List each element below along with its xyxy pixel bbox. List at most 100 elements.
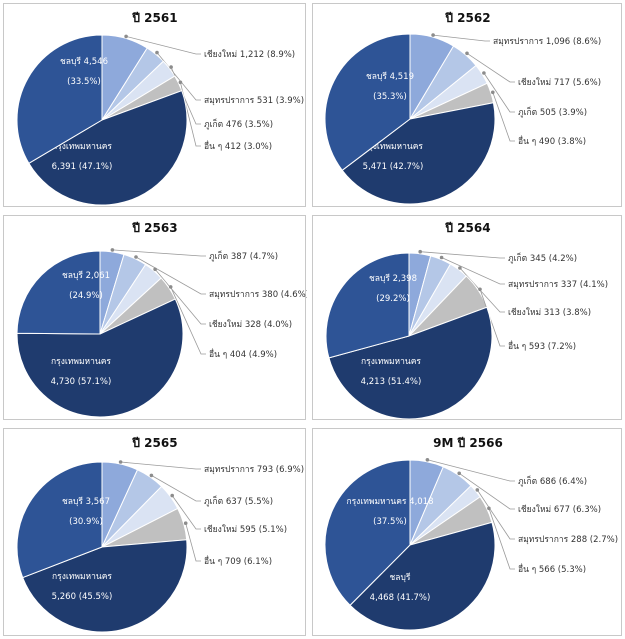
leader-line bbox=[171, 495, 201, 530]
data-label: ภูเก็ต 505 (3.9%) bbox=[518, 106, 587, 118]
chart-title: 9M ปี 2566 bbox=[433, 436, 503, 450]
data-label: ภูเก็ต 476 (3.5%) bbox=[204, 118, 273, 130]
leader-dot bbox=[482, 71, 486, 75]
leader-dot bbox=[425, 458, 430, 462]
data-label: 4,213 (51.4%) bbox=[361, 377, 422, 387]
chart-title: ปี 2561 bbox=[132, 11, 178, 25]
data-label: 6,391 (47.1%) bbox=[52, 162, 113, 172]
pie-chart-2564: ปี 2564 ภูเก็ต 345 (4.2%) สมุทรปราการ 337 … bbox=[325, 221, 608, 420]
pie-slice bbox=[325, 252, 410, 359]
leader-dot bbox=[134, 255, 138, 259]
data-label: เชียงใหม่ 313 (3.8%) bbox=[508, 307, 591, 318]
data-label: 5,260 (45.5%) bbox=[52, 592, 113, 602]
leader-dot bbox=[153, 267, 157, 272]
chart-panel-2566-9m: 9M ปี 2566 ภูเก็ต 686 (6.4%) เชียงใหม่ 677… bbox=[312, 428, 622, 636]
pie-slice bbox=[328, 306, 493, 420]
data-label: เชียงใหม่ 328 (4.0%) bbox=[209, 319, 292, 330]
pie-slice bbox=[324, 33, 411, 171]
data-label: ชลบุรี bbox=[390, 572, 411, 583]
data-label: ชลบุรี 4,519 bbox=[366, 71, 414, 82]
data-label: ชลบุรี 3,567 bbox=[62, 496, 110, 507]
data-label: ชลบุรี 2,061 bbox=[62, 270, 110, 281]
data-label: เชียงใหม่ 1,212 (8.9%) bbox=[204, 49, 295, 60]
leader-dot bbox=[465, 51, 469, 56]
data-label: สมุทรปราการ 380 (4.6%) bbox=[209, 290, 307, 300]
pie-chart-2563: ปี 2563 ภูเก็ต 387 (4.7%) สมุทรปราการ 380 … bbox=[16, 221, 307, 418]
leader-line bbox=[492, 92, 515, 142]
data-label: เชียงใหม่ 677 (6.3%) bbox=[518, 504, 601, 515]
leader-dot bbox=[478, 287, 482, 292]
data-label: ภูเก็ต 387 (4.7%) bbox=[209, 250, 278, 262]
data-label: 4,730 (57.1%) bbox=[51, 377, 112, 387]
data-label: กรุงเทพมหานคร bbox=[52, 572, 112, 582]
leader-dot bbox=[431, 33, 435, 37]
chart-panel-2564: ปี 2564 ภูเก็ต 345 (4.2%) สมุทรปราการ 337 … bbox=[312, 215, 622, 420]
chart-title: ปี 2563 bbox=[132, 221, 178, 235]
data-label: (33.5%) bbox=[67, 77, 101, 87]
pie-chart-2566-9m: 9M ปี 2566 ภูเก็ต 686 (6.4%) เชียงใหม่ 677… bbox=[324, 436, 618, 631]
pie-slice bbox=[28, 90, 188, 206]
leader-dot bbox=[487, 506, 491, 511]
data-label: (24.9%) bbox=[69, 291, 103, 301]
leader-dot bbox=[124, 34, 128, 39]
pie-slice bbox=[16, 461, 103, 579]
pie-slice bbox=[16, 298, 184, 418]
data-label: กรุงเทพมหานคร bbox=[361, 357, 421, 367]
data-label: สมุทรปราการ 337 (4.1%) bbox=[508, 280, 608, 290]
pie-slice bbox=[16, 250, 101, 335]
pie-chart-2562: ปี 2562 สมุทรปราการ 1,096 (8.6%) เชียงใหม่… bbox=[324, 11, 601, 205]
data-label: ชลบุรี 4,546 bbox=[60, 56, 108, 67]
data-label: (29.2%) bbox=[376, 294, 410, 304]
leader-line bbox=[483, 72, 515, 113]
leader-line bbox=[112, 249, 206, 257]
leader-dot bbox=[169, 65, 173, 69]
leader-dot bbox=[118, 460, 123, 464]
chart-title: ปี 2562 bbox=[445, 11, 491, 25]
leader-dot bbox=[475, 488, 480, 492]
data-label: 5,471 (42.7%) bbox=[363, 162, 424, 172]
chart-title: ปี 2565 bbox=[132, 436, 178, 450]
data-label: สมุทรปราการ 1,096 (8.6%) bbox=[493, 37, 601, 47]
leader-line bbox=[126, 36, 201, 55]
leader-line bbox=[420, 251, 505, 259]
data-label: (37.5%) bbox=[373, 517, 407, 527]
data-label: (35.3%) bbox=[373, 92, 407, 102]
leader-line bbox=[120, 461, 201, 470]
leader-line bbox=[185, 523, 201, 562]
chart-panel-2563: ปี 2563 ภูเก็ต 387 (4.7%) สมุทรปราการ 380 … bbox=[3, 215, 307, 420]
data-label: กรุงเทพมหานคร bbox=[363, 142, 423, 152]
data-label: สมุทรปราการ 531 (3.9%) bbox=[204, 96, 304, 106]
data-label: เชียงใหม่ 717 (5.6%) bbox=[518, 77, 601, 88]
data-label: (30.9%) bbox=[69, 517, 103, 527]
data-label: สมุทรปราการ 288 (2.7%) bbox=[518, 535, 618, 545]
leader-dot bbox=[491, 90, 495, 95]
leader-line bbox=[466, 52, 515, 83]
leader-dot bbox=[170, 493, 174, 498]
data-label: กรุงเทพมหานคร bbox=[52, 142, 112, 152]
leader-line bbox=[476, 489, 515, 540]
leader-line bbox=[427, 459, 515, 482]
data-label: กรุงเทพมหานคร 4,018 bbox=[346, 497, 433, 507]
data-label: 4,468 (41.7%) bbox=[370, 593, 431, 603]
leader-dot bbox=[168, 285, 173, 289]
leader-line bbox=[433, 34, 490, 42]
data-label: ภูเก็ต 686 (6.4%) bbox=[518, 475, 587, 487]
leader-dot bbox=[458, 266, 462, 270]
pie-slice bbox=[324, 459, 411, 606]
leader-dot bbox=[155, 50, 159, 55]
data-label: ภูเก็ต 345 (4.2%) bbox=[508, 252, 577, 264]
data-label: ภูเก็ต 637 (5.5%) bbox=[204, 495, 273, 507]
leader-line bbox=[151, 475, 201, 502]
leader-dot bbox=[418, 249, 422, 254]
leader-line bbox=[135, 256, 206, 295]
data-label: กรุงเทพมหานคร bbox=[51, 357, 111, 367]
chart-panel-2561: ปี 2561 เชียงใหม่ 1,212 (8.9%) สมุทรปราการ… bbox=[3, 3, 306, 207]
data-label: อื่น ๆ 490 (3.8%) bbox=[518, 135, 586, 147]
data-label: อื่น ๆ 404 (4.9%) bbox=[209, 348, 277, 360]
data-label: ชลบุรี 2,398 bbox=[369, 273, 417, 284]
leader-dot bbox=[183, 521, 188, 525]
leader-dot bbox=[178, 80, 183, 85]
data-label: สมุทรปราการ 793 (6.9%) bbox=[204, 465, 304, 475]
data-label: อื่น ๆ 412 (3.0%) bbox=[204, 140, 272, 152]
pie-slice bbox=[341, 102, 496, 205]
